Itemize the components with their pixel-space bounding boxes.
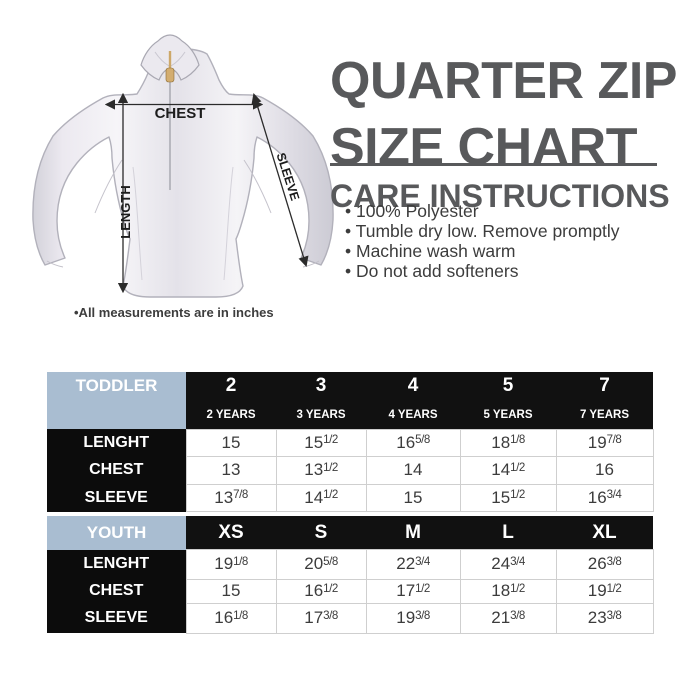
svg-text:SLEEVE: SLEEVE [274, 151, 303, 202]
svg-text:LENGTH: LENGTH [118, 185, 133, 238]
svg-text:•All measurements are in inche: •All measurements are in inches [74, 305, 274, 320]
svg-text:CHEST: CHEST [155, 105, 206, 122]
